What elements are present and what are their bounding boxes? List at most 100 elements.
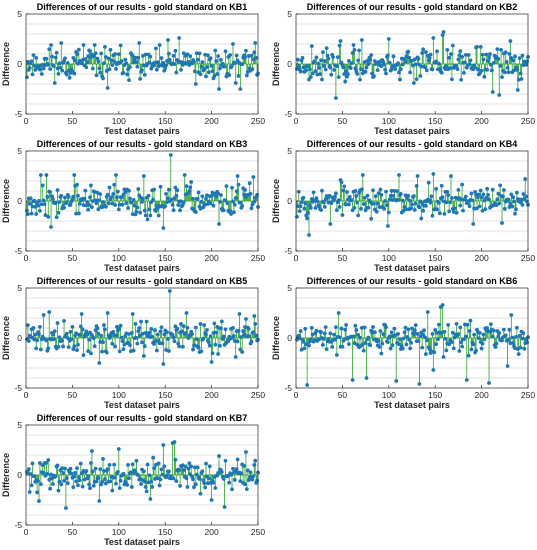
- data-point: [155, 60, 160, 65]
- data-point: [493, 345, 498, 349]
- data-point: [295, 214, 299, 219]
- data-point: [193, 210, 198, 215]
- data-point: [408, 70, 413, 75]
- data-point: [479, 346, 484, 351]
- chart-title: Differences of our results - gold standa…: [37, 276, 248, 286]
- data-point: [456, 188, 461, 192]
- data-point: [496, 334, 501, 339]
- data-point: [44, 173, 49, 177]
- data-point: [306, 211, 310, 215]
- data-point: [200, 469, 205, 474]
- data-point: [412, 57, 417, 62]
- data-point: [135, 341, 140, 346]
- data-point: [89, 351, 93, 356]
- data-point: [478, 188, 483, 193]
- data-point: [337, 335, 342, 340]
- data-point: [205, 53, 210, 58]
- data-point: [76, 211, 81, 216]
- data-point: [223, 198, 228, 203]
- data-point: [424, 50, 428, 54]
- data-point: [334, 96, 338, 100]
- data-point: [480, 341, 485, 346]
- data-point: [195, 465, 200, 470]
- data-point: [514, 325, 519, 330]
- chart-title: Differences of our results - gold standa…: [37, 413, 248, 423]
- data-point: [462, 322, 467, 327]
- data-point: [219, 319, 224, 324]
- data-point: [387, 334, 392, 339]
- data-point: [518, 345, 523, 350]
- data-point: [39, 72, 44, 76]
- data-point: [354, 194, 359, 198]
- data-point: [216, 54, 220, 59]
- data-point: [84, 469, 89, 473]
- data-point: [504, 59, 509, 64]
- data-point: [392, 189, 397, 193]
- data-point: [172, 440, 177, 444]
- data-point: [427, 55, 432, 60]
- data-point: [52, 329, 57, 334]
- data-point: [83, 57, 88, 61]
- data-point: [334, 191, 338, 196]
- data-point: [72, 173, 77, 177]
- data-point: [457, 349, 462, 353]
- data-point: [410, 58, 414, 63]
- data-point: [121, 471, 126, 476]
- data-point: [218, 66, 222, 71]
- data-point: [424, 204, 428, 208]
- data-point: [480, 208, 485, 213]
- data-point: [157, 341, 162, 346]
- data-point: [251, 330, 256, 335]
- x-tick-label: 100: [112, 390, 126, 400]
- data-point: [372, 201, 376, 206]
- data-point: [187, 189, 192, 193]
- data-point: [253, 321, 258, 326]
- data-point: [147, 473, 152, 478]
- data-point: [113, 475, 117, 480]
- data-point: [398, 337, 402, 342]
- data-point: [350, 378, 355, 382]
- data-point: [25, 59, 30, 64]
- data-point: [400, 62, 405, 67]
- y-tick-label: 0: [287, 196, 292, 206]
- data-point: [110, 488, 115, 493]
- data-point: [190, 332, 195, 336]
- data-point: [301, 339, 306, 344]
- data-point: [459, 77, 464, 82]
- data-point: [344, 69, 349, 74]
- data-point: [344, 323, 349, 327]
- data-point: [340, 213, 345, 217]
- data-point: [508, 201, 513, 206]
- data-point: [105, 311, 110, 315]
- data-point: [363, 69, 368, 74]
- data-point: [31, 53, 36, 58]
- data-point: [442, 329, 447, 334]
- data-point: [216, 471, 220, 475]
- data-point: [201, 478, 206, 483]
- data-point: [436, 337, 440, 342]
- data-point: [328, 222, 333, 226]
- data-point: [477, 330, 482, 335]
- data-point: [486, 59, 490, 63]
- data-point: [323, 67, 328, 72]
- data-point: [211, 330, 216, 335]
- x-tick-label: 50: [338, 116, 348, 126]
- data-point: [68, 466, 73, 471]
- data-point: [368, 57, 373, 62]
- data-point: [361, 348, 366, 353]
- data-point: [194, 337, 199, 342]
- data-point: [127, 188, 131, 193]
- data-point: [227, 73, 232, 77]
- data-point: [102, 327, 107, 332]
- data-point: [437, 61, 441, 66]
- data-point: [154, 348, 159, 353]
- data-point: [507, 327, 512, 332]
- x-axis-label: Test dataset pairs: [374, 400, 450, 410]
- data-point: [142, 344, 147, 348]
- data-point: [366, 205, 371, 210]
- data-point: [173, 185, 178, 190]
- data-point: [84, 329, 89, 334]
- data-point: [440, 303, 445, 307]
- data-point: [145, 217, 150, 222]
- data-point: [240, 204, 245, 208]
